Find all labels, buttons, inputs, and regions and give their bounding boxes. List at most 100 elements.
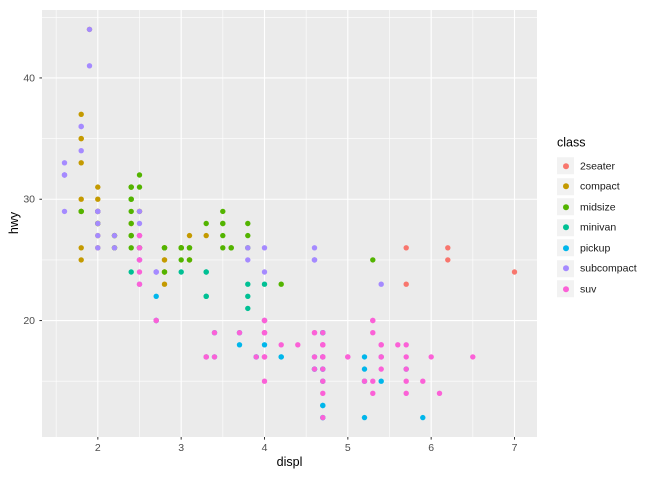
data-point-suv (311, 330, 318, 336)
data-point-suv (320, 366, 326, 372)
legend-label: compact (580, 180, 620, 193)
data-point-midsize (370, 257, 376, 263)
data-point-pickup (361, 414, 368, 421)
legend-item-compact: compact (557, 177, 637, 195)
data-point-suv (236, 330, 243, 336)
data-point-subcompact (61, 208, 68, 215)
legend-label: pickup (580, 241, 611, 254)
data-point-subcompact (261, 269, 268, 275)
data-point-midsize (78, 208, 84, 215)
data-point-compact (186, 232, 193, 239)
data-point-midsize (186, 245, 193, 251)
data-point-minivan (128, 269, 134, 275)
data-point-midsize (228, 245, 234, 251)
data-point-2seater (511, 269, 518, 275)
legend-label: subcompact (580, 262, 637, 275)
data-point-suv (420, 378, 426, 384)
legend-key-dot (562, 203, 569, 210)
legend-label: 2seater (580, 159, 616, 172)
legend-key-swatch (557, 177, 574, 195)
data-point-midsize (128, 245, 134, 251)
legend-label: midsize (580, 200, 616, 213)
data-point-midsize (161, 269, 168, 275)
data-point-subcompact (378, 281, 384, 287)
data-point-suv (295, 342, 301, 348)
data-point-suv (395, 342, 401, 348)
data-point-compact (78, 245, 84, 251)
data-point-midsize (203, 220, 209, 227)
data-point-midsize (178, 245, 184, 251)
y-tick-label: 30 (23, 194, 35, 206)
legend-key-swatch (557, 198, 574, 216)
data-point-suv (428, 354, 434, 360)
data-point-subcompact (61, 172, 68, 178)
data-point-subcompact (111, 232, 118, 239)
data-point-pickup (278, 354, 284, 360)
data-point-suv (370, 378, 376, 384)
x-tick-label: 7 (512, 442, 518, 454)
data-point-midsize (136, 172, 143, 178)
legend-key-swatch (557, 157, 574, 175)
data-point-suv (470, 354, 476, 360)
data-point-midsize (186, 257, 193, 263)
data-point-subcompact (311, 245, 318, 251)
data-point-pickup (361, 354, 368, 360)
x-tick-label: 2 (95, 442, 101, 454)
legend-key-swatch (557, 280, 574, 298)
x-tick-label: 3 (178, 442, 184, 454)
data-point-suv (370, 317, 376, 324)
data-point-compact (161, 257, 168, 263)
data-point-suv (211, 330, 218, 336)
data-point-suv (261, 378, 268, 384)
data-point-compact (78, 160, 84, 166)
data-point-suv (320, 342, 326, 348)
data-point-midsize (220, 220, 226, 227)
data-point-suv (320, 414, 326, 421)
data-point-compact (161, 281, 168, 287)
data-point-suv (403, 354, 409, 360)
data-point-suv (320, 390, 326, 396)
data-point-subcompact (261, 245, 268, 251)
data-point-suv (361, 378, 368, 384)
data-point-subcompact (78, 123, 84, 130)
data-point-midsize (220, 208, 226, 215)
data-point-suv (253, 354, 259, 360)
data-point-compact (78, 135, 84, 142)
legend-key-dot (562, 162, 569, 169)
data-point-suv (203, 354, 209, 360)
data-point-suv (211, 354, 218, 360)
data-point-suv (403, 342, 409, 348)
data-point-pickup (261, 342, 268, 348)
data-point-suv (320, 330, 326, 336)
legend-key-dot (562, 285, 569, 292)
data-point-midsize (245, 232, 251, 239)
data-point-suv (311, 366, 318, 372)
data-point-suv (378, 354, 384, 360)
data-point-2seater (445, 245, 451, 251)
data-point-midsize (278, 281, 284, 287)
data-point-midsize (136, 184, 143, 190)
data-point-midsize (220, 245, 226, 251)
legend-key-swatch (557, 259, 574, 277)
data-point-suv (136, 257, 143, 263)
data-point-suv (136, 281, 143, 287)
data-point-subcompact (311, 257, 318, 263)
data-point-suv (320, 354, 326, 360)
data-point-compact (78, 257, 84, 263)
legend-key-swatch (557, 239, 574, 257)
data-point-midsize (161, 245, 168, 251)
data-point-subcompact (78, 148, 84, 154)
data-point-subcompact (95, 232, 101, 239)
data-point-suv (378, 366, 384, 372)
data-point-midsize (128, 196, 134, 202)
x-axis-label: displ (276, 455, 303, 469)
data-point-suv (403, 366, 409, 372)
legend-key-dot (562, 244, 569, 251)
legend-items: 2seater compact midsize minivan pickup subcom… (557, 157, 637, 298)
data-point-pickup (420, 414, 426, 421)
data-point-suv (278, 342, 284, 348)
data-point-suv (261, 317, 268, 324)
legend-key-dot (562, 224, 569, 231)
legend-item-2seater: 2seater (557, 157, 637, 175)
